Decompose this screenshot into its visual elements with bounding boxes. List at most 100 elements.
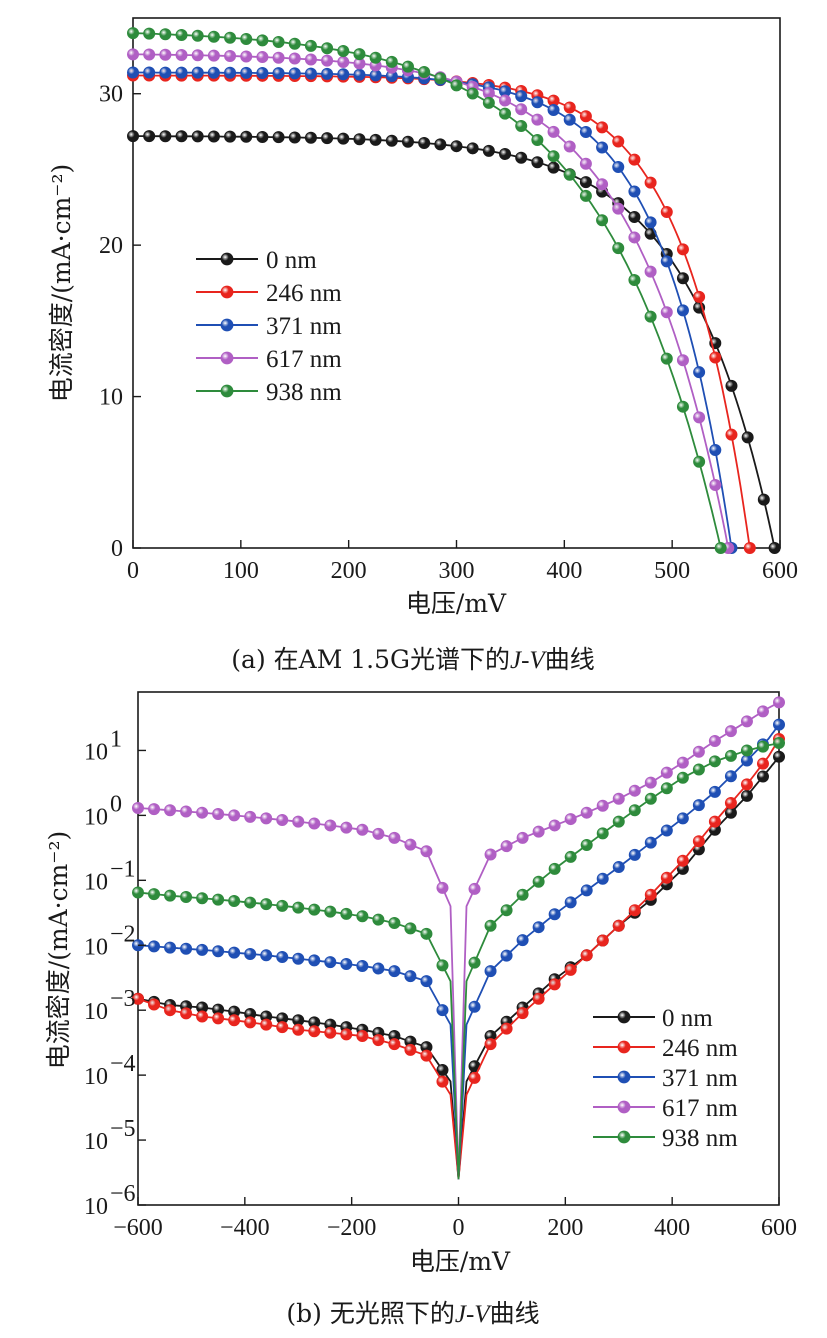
chart-a-point [240,50,253,63]
chart-a-legend-label: 617 nm [266,346,342,373]
chart-b-point [388,1038,401,1051]
chart-a-y-axis: 0 10 20 30 [99,82,141,562]
chart-b-point [324,905,337,918]
chart-b-point [580,806,593,819]
chart-b-point [516,934,529,947]
chart-b-point [356,959,369,972]
chart-a-x-tick-label: 500 [654,558,690,584]
chart-a-legend-marker [220,318,234,332]
chart-a-point [547,161,560,174]
chart-b-point [532,992,545,1005]
chart-b-legend-marker [617,1040,631,1054]
chart-a-point [272,35,285,48]
chart-a-point [612,160,625,173]
chart-b-point [164,804,177,817]
chart-a-point [531,96,544,109]
chart-b-point [196,943,209,956]
chart-b-point [740,754,753,767]
chart-a-point [628,274,641,287]
chart-b-point [740,778,753,791]
chart-a-point [385,55,398,68]
chart-a-point [240,130,253,143]
chart-b-point [436,959,449,972]
chart-a-legend-marker [220,351,234,365]
chart-a-point [159,48,172,61]
chart-b-point [180,890,193,903]
chart-b-point [468,1071,481,1084]
chart-a-point [418,66,431,79]
chart-b-point [388,831,401,844]
chart-a-series-line-0 [133,135,776,549]
chart-b-point [292,1023,305,1036]
chart-b-point [436,881,449,894]
chart-b-caption-suffix: 曲线 [490,1299,540,1328]
chart-b-point [356,910,369,923]
chart-b-point [308,954,321,967]
chart-b-point [580,949,593,962]
chart-a-point [353,133,366,146]
chart-a-point [288,67,301,80]
chart-b-point [180,1007,193,1020]
chart-b-legend: 0 nm 246 nm 371 nm 617 nm 938 nm [593,1005,738,1152]
chart-b-point [548,978,561,991]
chart-a-point [547,125,560,138]
chart-a-point [256,130,269,143]
chart-a-point [644,216,657,229]
chart-b-point [628,904,641,917]
chart-b-point [708,815,721,828]
chart-b-point [276,951,289,964]
chart-b-point [372,913,385,926]
chart-a-point [628,153,641,166]
chart-b-legend-label: 617 nm [662,1095,738,1122]
chart-b-y-tick-label: 10 [84,1064,108,1090]
chart-b-point [756,757,769,770]
chart-a-y-axis-title: 电流密度/(mA·cm⁻²) [47,164,76,403]
chart-b-point [420,845,433,858]
chart-b-point [372,827,385,840]
chart-b-point [708,755,721,768]
chart-a-point [628,211,641,224]
chart-a-point [741,431,754,444]
chart-b-point [692,799,705,812]
chart-b-y-tick-exponent: −3 [110,986,136,1012]
chart-a-x-tick-label: 400 [546,558,582,584]
chart-b-x-tick-label: 0 [453,1215,465,1241]
chart-a-legend-marker [220,252,234,266]
chart-b-point [612,792,625,805]
chart-a-point [579,110,592,123]
chart-b-point [276,899,289,912]
chart-b-point [628,848,641,861]
chart-a-point [127,27,140,40]
chart-b-point [724,725,737,738]
chart-a-point [159,130,172,143]
chart-a-point [499,147,512,160]
chart-b-point [340,1028,353,1041]
chart-a-point [272,131,285,144]
chart-b-point [724,797,737,810]
chart-a-point [515,90,528,103]
chart-b-point [773,696,786,709]
chart-b-point [564,813,577,826]
chart-a-point [596,141,609,154]
chart-a-legend-marker [220,285,234,299]
chart-a-point [644,310,657,323]
chart-b-point [244,1016,257,1029]
chart-b-point [500,904,513,917]
chart-a-point [175,28,188,41]
chart-a-point [321,132,334,145]
chart-a-point [288,131,301,144]
chart-b-point [644,836,657,849]
chart-b-point [660,766,673,779]
chart-a-legend-label: 371 nm [266,313,342,340]
chart-b-point [164,941,177,954]
chart-a-point [401,60,414,73]
chart-b-y-tick-exponent: −6 [110,1181,136,1207]
chart-b-point [516,831,529,844]
chart-b-point [516,1007,529,1020]
chart-a-point [515,119,528,132]
chart-b-point [260,812,273,825]
chart-b-x-axis: −600 −400 −200 0 200 400 600 [113,1197,797,1241]
chart-a-caption-suffix: 曲线 [545,645,595,674]
chart-a-point [547,150,560,163]
chart-b-point [260,949,273,962]
